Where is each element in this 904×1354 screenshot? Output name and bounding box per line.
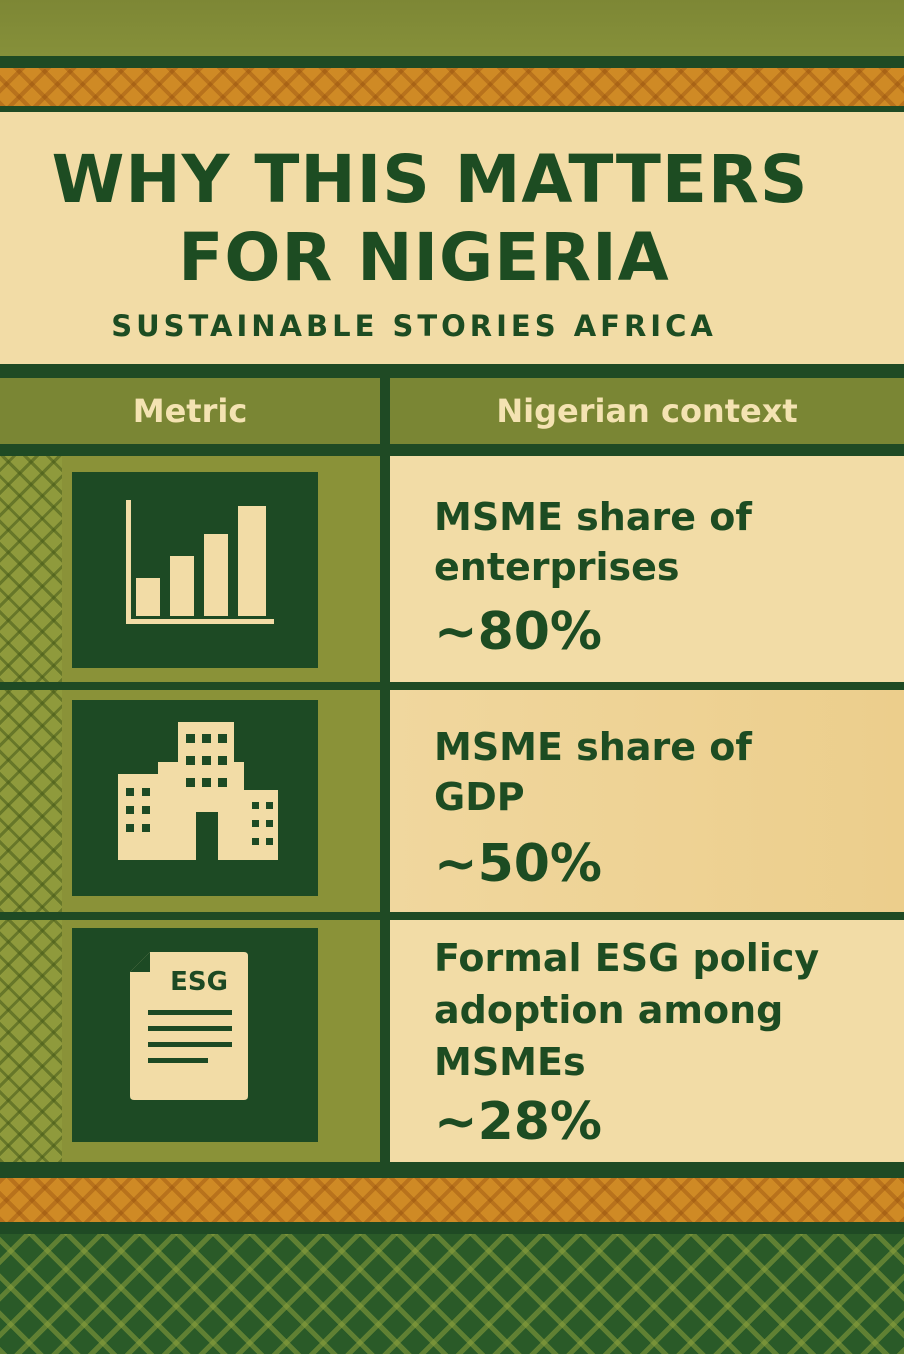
column-divider bbox=[380, 378, 390, 1162]
header-bottom-rule bbox=[0, 364, 904, 378]
side-pattern bbox=[0, 690, 62, 912]
metric-label: Formal ESG policy adoption among MSMEs bbox=[434, 936, 820, 1084]
table-row: MSME share of enterprises ~80% bbox=[0, 456, 904, 682]
metric-value: ~50% bbox=[434, 834, 603, 894]
bar-chart-icon bbox=[72, 472, 318, 668]
column-header-metric: Metric bbox=[132, 392, 248, 430]
page-title-line-1: WHY THIS MATTERS bbox=[51, 141, 809, 218]
context-cell: MSME share of GDP ~50% bbox=[390, 690, 904, 912]
metric-label: MSME share of GDP bbox=[434, 725, 752, 819]
metric-cell bbox=[0, 456, 380, 682]
esg-document-icon: ESG bbox=[72, 928, 318, 1142]
buildings-icon bbox=[72, 700, 318, 896]
page-title-line-2: FOR NIGERIA bbox=[178, 219, 670, 296]
column-header-context: Nigerian context bbox=[496, 392, 798, 430]
row-divider bbox=[0, 682, 904, 690]
metric-value: ~80% bbox=[434, 602, 603, 662]
metric-cell bbox=[0, 690, 380, 912]
metric-label: MSME share of enterprises bbox=[434, 495, 752, 589]
page-subtitle: SUSTAINABLE STORIES AFRICA bbox=[111, 309, 717, 343]
bottom-pattern-band bbox=[0, 1234, 904, 1354]
header: WHY THIS MATTERS FOR NIGERIA SUSTAINABLE… bbox=[0, 112, 904, 364]
table-row: ESG Formal ESG policy adoption among MSM… bbox=[0, 920, 904, 1162]
top-pattern-band bbox=[0, 68, 904, 106]
footer-pattern-band bbox=[0, 1178, 904, 1222]
svg-text:ESG: ESG bbox=[170, 967, 228, 997]
table-row: MSME share of GDP ~50% bbox=[0, 690, 904, 912]
footer-top-rule bbox=[0, 1162, 904, 1178]
side-pattern bbox=[0, 920, 62, 1162]
table-header-rule bbox=[0, 444, 904, 456]
footer-mid-rule bbox=[0, 1222, 904, 1234]
context-cell: MSME share of enterprises ~80% bbox=[390, 456, 904, 682]
header-top-rule bbox=[0, 106, 904, 112]
side-pattern bbox=[0, 456, 62, 682]
context-cell: Formal ESG policy adoption among MSMEs ~… bbox=[390, 920, 904, 1162]
top-rule bbox=[0, 56, 904, 68]
metric-cell: ESG bbox=[0, 920, 380, 1162]
row-divider bbox=[0, 912, 904, 920]
top-olive-band bbox=[0, 0, 904, 56]
table-header: Metric Nigerian context bbox=[0, 378, 904, 444]
metric-value: ~28% bbox=[434, 1092, 603, 1152]
